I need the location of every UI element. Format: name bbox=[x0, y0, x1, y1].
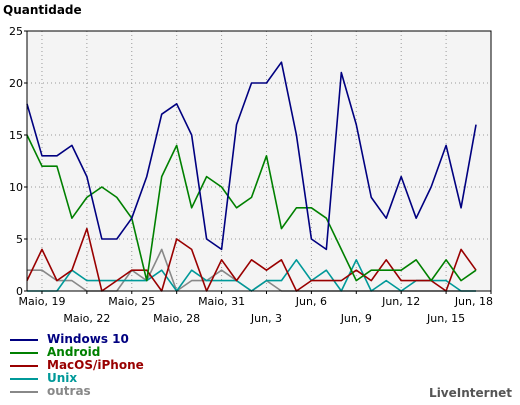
x-tick-label: Jun, 12 bbox=[381, 295, 420, 308]
plot-area bbox=[27, 31, 491, 291]
y-axis-label: Quantidade bbox=[3, 3, 82, 17]
legend-swatch-outras bbox=[10, 391, 38, 393]
series-line-windows-10 bbox=[26, 61, 477, 251]
legend-label-android: Android bbox=[47, 345, 101, 359]
legend-swatch-macos-iphone bbox=[10, 365, 38, 367]
x-tick-label: Jun, 9 bbox=[340, 312, 372, 325]
y-tick-label: 5 bbox=[16, 233, 23, 246]
x-axis-ticks: Maio, 19 Maio, 22 Maio, 25 Maio, 28 Maio, 31… bbox=[18, 291, 493, 325]
x-tick-label: Maio, 31 bbox=[198, 295, 245, 308]
x-tick-label: Jun, 15 bbox=[426, 312, 465, 325]
y-tick-label: 15 bbox=[9, 129, 23, 142]
x-tick-label: Jun, 3 bbox=[250, 312, 282, 325]
x-tick-label: Jun, 18 bbox=[454, 295, 493, 308]
legend-label-windows-10: Windows 10 bbox=[47, 332, 129, 346]
plot-frame bbox=[26, 30, 492, 292]
y-tick-label: 25 bbox=[9, 25, 23, 38]
legend-swatch-unix bbox=[10, 378, 38, 380]
x-tick-label: Jun, 6 bbox=[295, 295, 327, 308]
source-label: LiveInternet bbox=[429, 386, 512, 400]
y-tick-label: 10 bbox=[9, 181, 23, 194]
x-tick-label: Maio, 22 bbox=[63, 312, 110, 325]
x-tick-label: Maio, 19 bbox=[18, 295, 65, 308]
series-line-android bbox=[26, 134, 477, 282]
y-axis-ticks: 0 5 10 15 20 25 bbox=[9, 25, 27, 298]
legend-label-macos-iphone: MacOS/iPhone bbox=[47, 358, 144, 372]
y-tick-label: 20 bbox=[9, 77, 23, 90]
x-tick-label: Maio, 28 bbox=[153, 312, 200, 325]
x-tick-label: Maio, 25 bbox=[108, 295, 155, 308]
legend-label-outras: outras bbox=[47, 384, 91, 398]
legend-swatch-android bbox=[10, 352, 38, 354]
y-tick-label: 0 bbox=[16, 285, 23, 298]
legend-swatch-windows-10 bbox=[10, 339, 38, 341]
legend-label-unix: Unix bbox=[47, 371, 78, 385]
